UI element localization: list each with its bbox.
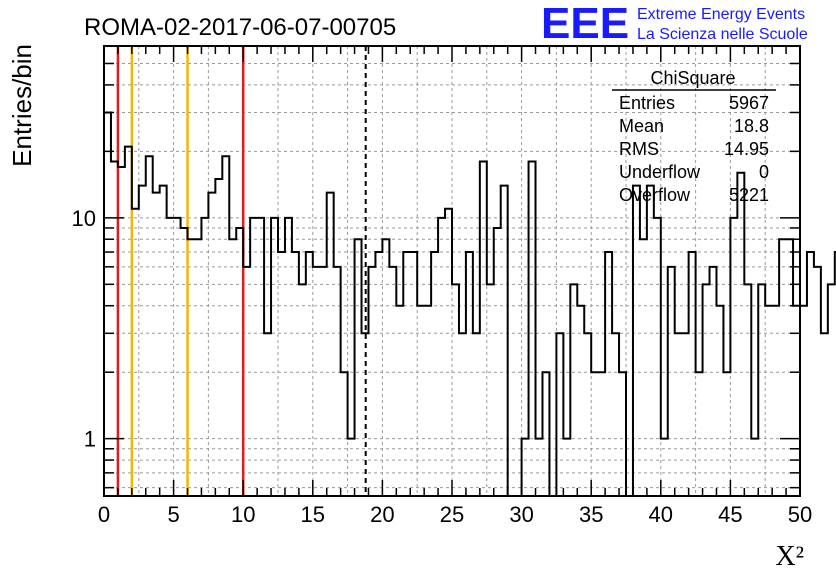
stats-label-underflow: Underflow — [619, 162, 701, 182]
x-tick-label: 45 — [718, 502, 742, 527]
stats-label-mean: Mean — [619, 116, 664, 136]
x-tick-label: 35 — [579, 502, 603, 527]
x-tick-label: 15 — [301, 502, 325, 527]
tick-labels: 0 5 10 15 20 25 30 35 40 45 50 1 10 — [72, 206, 813, 527]
x-tick-label: 10 — [231, 502, 255, 527]
x-axis-label: X² — [775, 541, 804, 572]
stats-value-mean: 18.8 — [734, 116, 769, 136]
x-tick-label: 50 — [788, 502, 812, 527]
stats-value-underflow: 0 — [759, 162, 769, 182]
stats-value-overflow: 5221 — [729, 185, 769, 205]
marker-lines — [116, 46, 367, 496]
y-tick-label: 1 — [84, 427, 96, 452]
y-axis-label: Entries/bin — [7, 44, 37, 167]
x-tick-label: 0 — [98, 502, 110, 527]
axis-ticks — [103, 46, 801, 496]
stats-value-entries: 5967 — [729, 93, 769, 113]
logo-line-2: La Scienza nelle Scuole — [637, 26, 808, 43]
stats-label-rms: RMS — [619, 139, 659, 159]
stats-title: ChiSquare — [650, 68, 735, 88]
histogram-series — [104, 111, 836, 497]
stats-label-overflow: Overflow — [619, 185, 691, 205]
logo-line-1: Extreme Energy Events — [637, 6, 805, 23]
stats-label-entries: Entries — [619, 93, 675, 113]
logo-eee: EEE — [541, 0, 629, 48]
stats-box: ChiSquare Entries 5967 Mean 18.8 RMS 14.… — [612, 68, 776, 205]
x-tick-label: 40 — [649, 502, 673, 527]
chart-title: ROMA-02-2017-06-07-00705 — [84, 14, 396, 41]
x-tick-label: 20 — [370, 502, 394, 527]
x-tick-label: 25 — [440, 502, 464, 527]
grid — [104, 46, 800, 496]
y-tick-label: 10 — [72, 206, 96, 231]
x-tick-label: 5 — [167, 502, 179, 527]
x-tick-label: 30 — [509, 502, 533, 527]
stats-value-rms: 14.95 — [724, 139, 769, 159]
